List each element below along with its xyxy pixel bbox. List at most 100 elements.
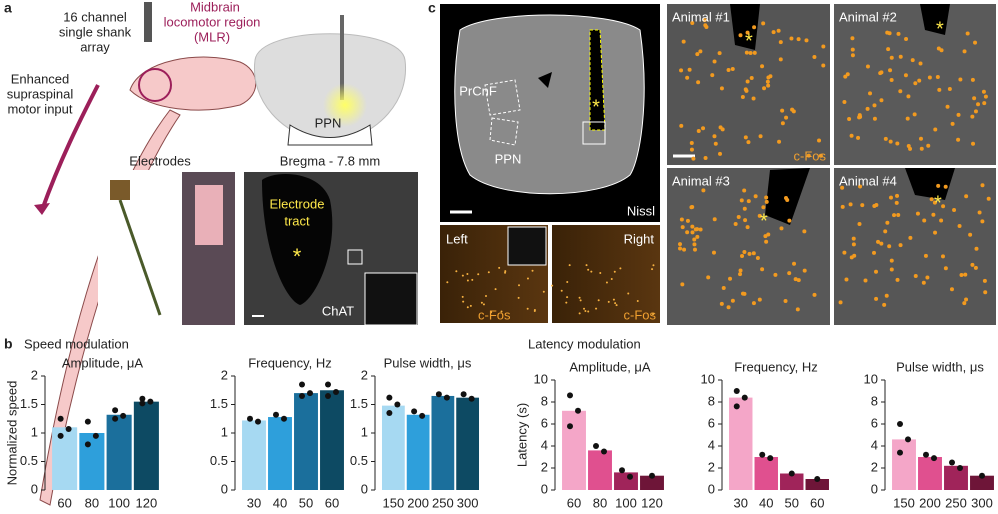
annotation: * (745, 30, 753, 52)
annotation: * (592, 96, 600, 118)
data-point (147, 398, 154, 405)
cell (843, 74, 848, 79)
cell (776, 28, 781, 33)
data-point (435, 391, 442, 398)
cell (742, 188, 747, 193)
bar (52, 427, 78, 490)
cell (461, 295, 464, 298)
bar (294, 393, 318, 490)
cell (895, 141, 900, 146)
annotation: Midbrain (190, 0, 240, 14)
cell (597, 299, 600, 302)
cell (583, 307, 586, 310)
cell (889, 258, 894, 263)
cell (498, 266, 501, 269)
cell (761, 21, 766, 26)
cell (857, 113, 862, 118)
cell (872, 250, 877, 255)
cell (469, 304, 472, 307)
data-point (307, 390, 313, 397)
y-tick-label: 1.5 (210, 396, 228, 411)
cell (958, 77, 963, 82)
cell (894, 200, 899, 205)
y-tick-label: 2 (541, 459, 548, 474)
cell (821, 44, 826, 49)
panel-label: a (4, 0, 12, 16)
x-tick-label: 80 (593, 495, 607, 510)
annotation: Electrodes (129, 153, 191, 168)
cell (895, 277, 900, 282)
cell (584, 309, 587, 312)
cell (918, 61, 923, 66)
cell (908, 235, 913, 240)
panel-a-art (34, 2, 418, 506)
cell (751, 96, 756, 101)
cell (743, 135, 748, 140)
cell (887, 31, 892, 36)
y-tick-label: 0 (871, 481, 878, 496)
cell (812, 55, 817, 60)
annotation: tract (284, 213, 310, 228)
cell (950, 121, 955, 126)
cell (743, 87, 748, 92)
cell (931, 212, 936, 217)
bar (320, 390, 344, 490)
cell (518, 284, 521, 287)
cell (972, 96, 977, 101)
bar (242, 420, 266, 490)
cell (615, 304, 618, 307)
cell (758, 134, 763, 139)
x-tick-label: 40 (759, 495, 773, 510)
y-tick-label: 10 (534, 371, 548, 386)
annotation: ChAT (322, 303, 354, 318)
cell (743, 218, 748, 223)
cell (872, 116, 877, 121)
cell (785, 198, 790, 203)
y-tick-label: 0 (541, 481, 548, 496)
cell (802, 229, 807, 234)
cell (692, 247, 697, 252)
cell (745, 225, 750, 230)
cell (504, 271, 507, 274)
cell (685, 218, 690, 223)
bar (754, 457, 778, 490)
data-point (733, 388, 740, 394)
cell (711, 250, 716, 255)
cell (466, 272, 469, 275)
chart-title: Frequency, Hz (248, 355, 332, 370)
cell (761, 205, 766, 210)
cell (927, 75, 932, 80)
y-tick-label: 8 (541, 393, 548, 408)
x-tick-label: 300 (971, 495, 993, 510)
cell (480, 301, 483, 304)
cell (973, 265, 978, 270)
cell (973, 40, 978, 45)
cell (778, 40, 783, 45)
x-tick-label: 60 (325, 495, 339, 510)
cell (587, 268, 590, 271)
cell (879, 98, 884, 103)
cell (865, 106, 870, 111)
bar (970, 475, 994, 490)
data-point (949, 459, 955, 466)
cell (755, 256, 760, 261)
cell (962, 301, 967, 306)
cell (882, 302, 887, 307)
data-point (788, 470, 795, 477)
cell (526, 307, 529, 310)
cell (970, 77, 975, 82)
y-tick-label: 0.5 (350, 453, 368, 468)
cell (740, 253, 745, 258)
data-point (394, 401, 401, 408)
cell (687, 67, 692, 72)
cell (446, 281, 449, 284)
y-tick-label: 1.5 (350, 396, 368, 411)
cell (906, 94, 911, 99)
cell (578, 296, 581, 299)
cell (526, 277, 529, 280)
cell (706, 275, 711, 280)
y-tick-label: 2 (871, 459, 878, 474)
cell (751, 251, 756, 256)
data-point (957, 465, 963, 471)
cell (462, 300, 465, 303)
